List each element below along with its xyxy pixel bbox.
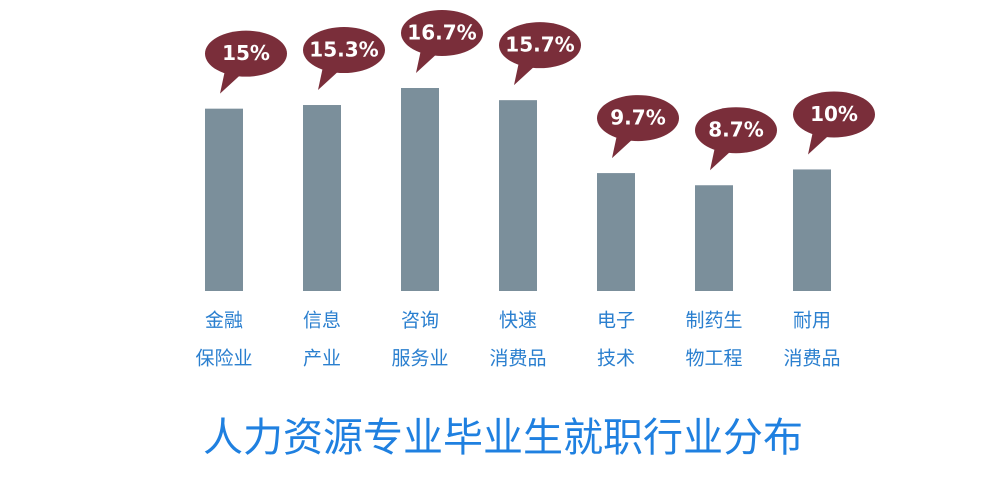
bar [597,173,635,291]
label-bubble [793,91,875,138]
value-label: 15% [222,41,270,65]
value-label: 8.7% [708,118,763,142]
x-tick-label: 金融 [205,310,243,332]
value-label: 15.7% [505,33,574,57]
x-tick-label: 耐用 [793,310,831,332]
label-bubble [695,107,777,154]
value-label: 9.7% [610,106,665,130]
bar [695,185,733,291]
x-tick-label: 电子 [597,310,635,332]
bar [303,105,341,291]
label-bubble [499,22,581,69]
x-tick-label: 保险业 [195,348,252,370]
x-tick-label: 消费品 [489,348,546,370]
x-tick-label: 咨询 [401,310,439,332]
x-tick-label: 服务业 [391,348,448,370]
label-bubble [303,27,385,74]
x-tick-label: 制药生 [685,310,742,332]
x-tick-label: 技术 [597,348,635,370]
label-bubble [401,10,483,56]
value-label: 16.7% [407,21,476,45]
label-bubble [205,30,287,77]
x-tick-label: 消费品 [783,348,840,370]
x-tick-label: 物工程 [685,348,742,370]
x-tick-label: 信息 [303,310,341,332]
chart-title: 人力资源专业毕业生就职行业分布 [203,415,803,461]
x-tick-label: 产业 [303,348,341,370]
bar [793,169,831,291]
bar [205,108,243,291]
bar [401,88,439,291]
x-tick-label: 快速 [499,310,537,332]
value-label: 15.3% [309,38,378,62]
bar [499,100,537,291]
label-bubble [597,95,679,142]
value-label: 10% [810,102,858,126]
